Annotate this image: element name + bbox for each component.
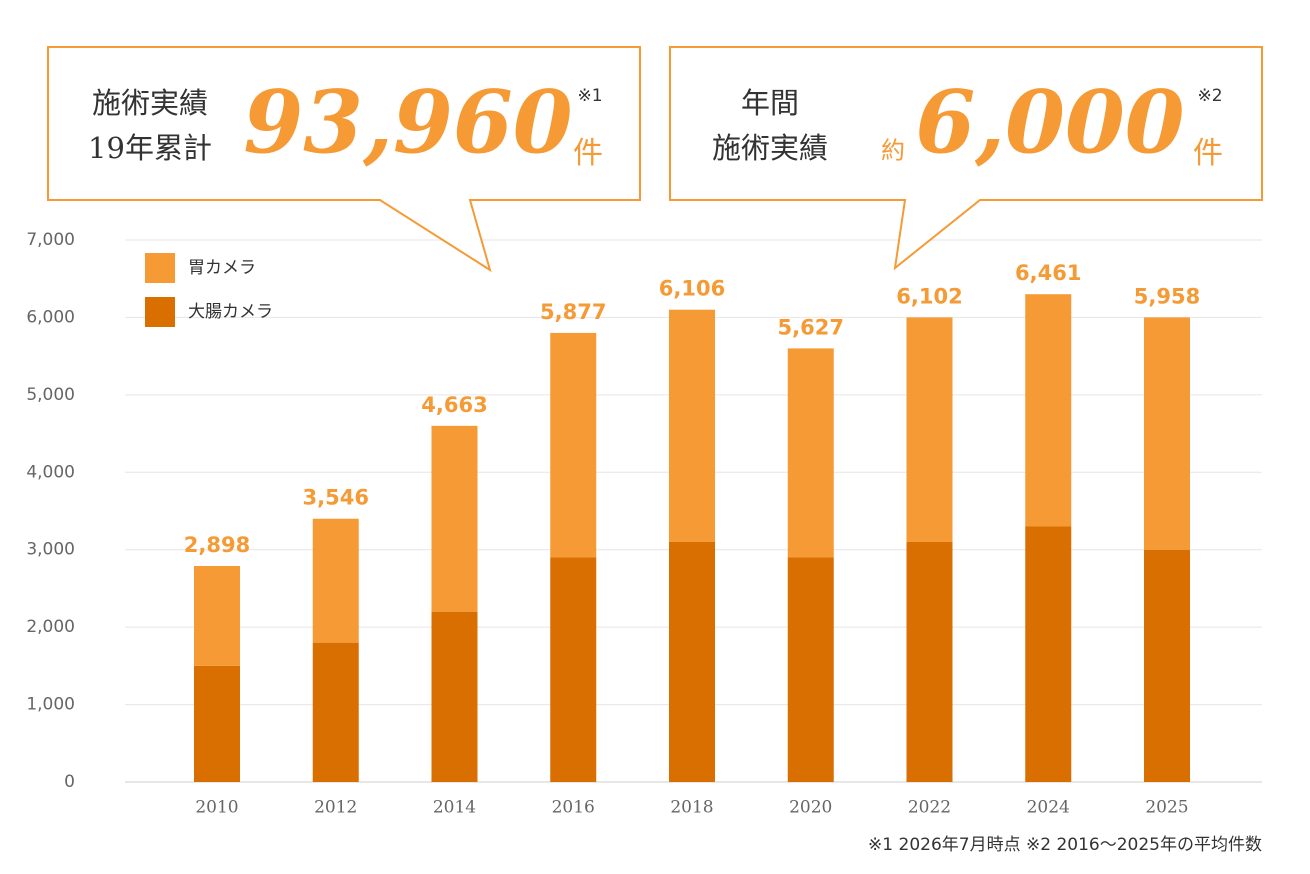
x-tick-label: 2020 [789,798,832,818]
callout-box [669,46,1263,271]
callout-note: ※1 [577,86,602,106]
callout-box [47,46,641,273]
x-tick-label: 2024 [1027,798,1070,818]
bar-segment [1144,317,1190,550]
y-tick-label: 7,000 [26,230,75,250]
value-label: 6,461 [1015,261,1081,285]
bar-segment [312,518,359,643]
value-label: 6,106 [659,277,725,301]
x-tick-label: 2010 [195,798,238,818]
bar-segment [194,665,240,782]
value-label: 5,877 [540,300,606,324]
y-tick-label: 0 [64,772,75,792]
callout-number: 6,000 [915,73,1184,174]
bar-segment [550,557,597,782]
bar-segment [787,348,834,558]
y-tick-label: 1,000 [26,695,75,715]
callout-unit: 件 [573,136,603,171]
y-tick-label: 5,000 [26,385,75,405]
bar-segment [550,332,597,558]
bar-segment [906,541,953,782]
bar-segment [1144,549,1190,782]
x-tick-label: 2014 [433,798,476,818]
callout-label: 施術実績 [712,131,828,165]
bar-segment [906,317,953,542]
value-label: 5,958 [1134,284,1200,308]
x-tick-label: 2018 [670,798,713,818]
bar-segment [431,611,478,782]
bar-segment [1025,526,1072,782]
value-label: 5,627 [778,315,844,339]
callout-unit: 件 [1193,136,1223,171]
x-tick-label: 2012 [314,798,357,818]
value-label: 4,663 [421,393,487,417]
legend-swatch [145,253,175,283]
bar-segment [669,541,715,782]
value-label: 3,546 [303,486,369,510]
x-tick-label: 2022 [908,798,951,818]
value-label: 6,102 [896,284,962,308]
value-label: 2,898 [184,533,250,557]
y-tick-label: 4,000 [26,462,75,482]
legend-label: 大腸カメラ [188,302,273,322]
x-tick-label: 2025 [1145,798,1188,818]
callout-label: 施術実績 [92,86,208,120]
callout-prefix: 約 [881,137,905,165]
bar-segment [312,642,359,782]
bar-segment [431,425,478,612]
x-tick-label: 2016 [552,798,595,818]
callout-note: ※2 [1197,86,1222,106]
callout-label: 19年累計 [88,131,212,165]
footnote: ※1 2026年7月時点 ※2 2016～2025年の平均件数 [868,835,1262,855]
legend-swatch [145,297,175,327]
callout-label: 年間 [741,86,799,120]
callout-number: 93,960 [243,73,572,174]
bar-segment [1025,294,1072,527]
bar-segment [787,557,834,782]
y-tick-label: 2,000 [26,617,75,637]
bar-segment [669,309,715,542]
y-tick-label: 3,000 [26,540,75,560]
bar-segment [194,565,240,666]
y-tick-label: 6,000 [26,307,75,327]
legend-label: 胃カメラ [188,258,256,278]
